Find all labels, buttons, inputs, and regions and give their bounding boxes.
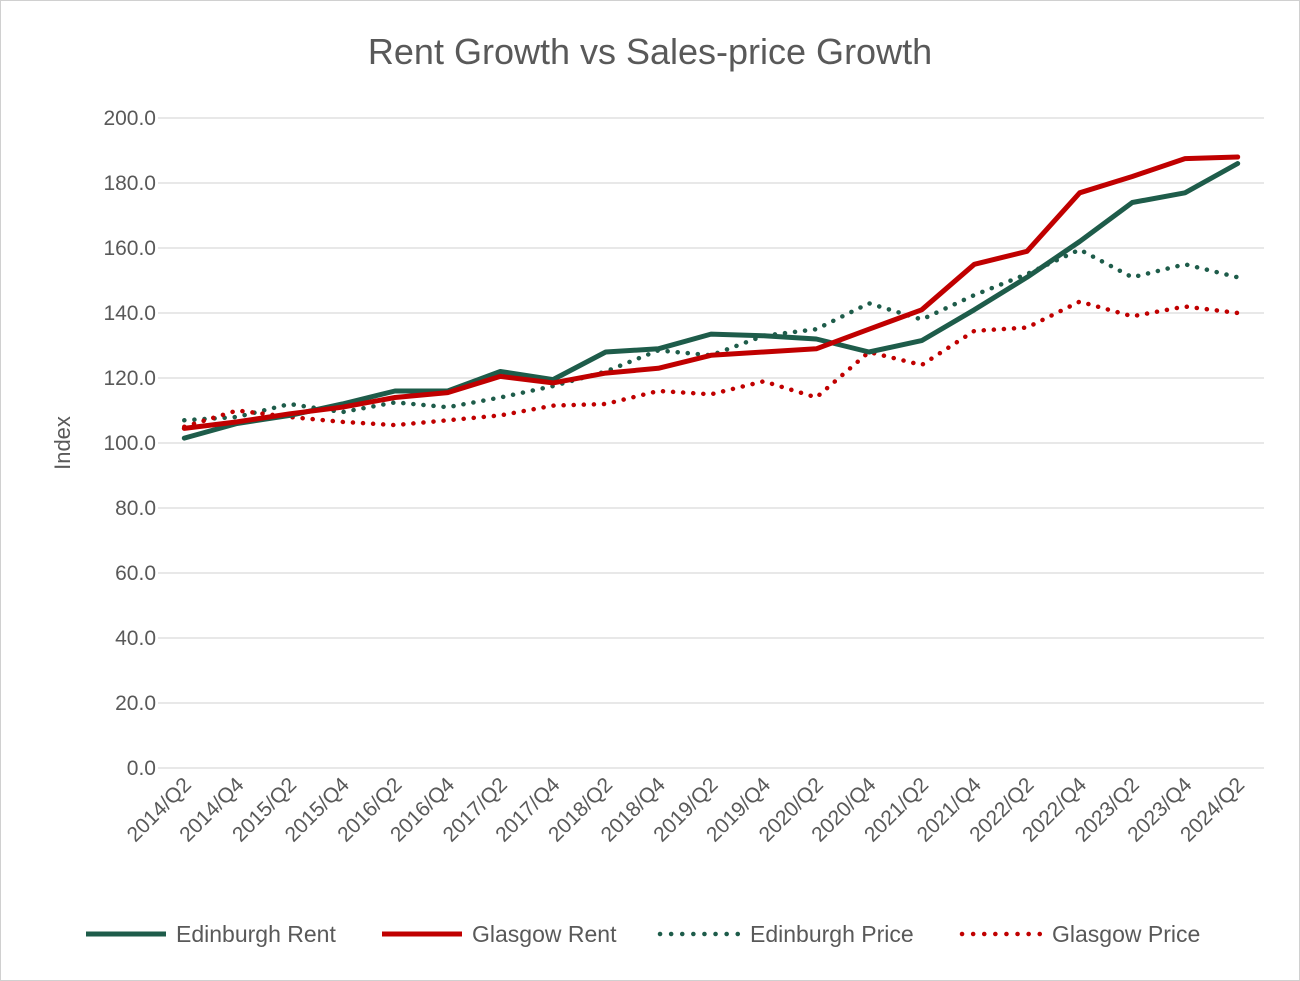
gridlines bbox=[158, 117, 1264, 769]
y-tick-label: 0.0 bbox=[127, 757, 156, 780]
chart-title: Rent Growth vs Sales-price Growth bbox=[368, 31, 932, 72]
y-axis-ticks: 0.0 20.0 40.0 60.0 80.0 100.0 120.0 140.0 160.0 1… bbox=[103, 107, 156, 780]
legend-label: Glasgow Rent bbox=[472, 921, 617, 947]
legend-label: Edinburgh Price bbox=[750, 921, 914, 947]
y-tick-label: 80.0 bbox=[115, 497, 156, 520]
y-tick-label: 60.0 bbox=[115, 562, 156, 585]
legend-label: Edinburgh Rent bbox=[176, 921, 336, 947]
y-tick-label: 140.0 bbox=[103, 302, 156, 325]
series-lines bbox=[181, 154, 1241, 441]
series-line-glasgow-rent bbox=[181, 154, 1241, 431]
y-tick-label: 40.0 bbox=[115, 627, 156, 650]
legend-label: Glasgow Price bbox=[1052, 921, 1200, 947]
series-line-edinburgh-rent bbox=[181, 161, 1241, 441]
y-tick-label: 200.0 bbox=[103, 107, 156, 130]
y-tick-label: 120.0 bbox=[103, 367, 156, 390]
x-axis-ticks: 2014/Q22014/Q42015/Q22015/Q42016/Q22016/… bbox=[123, 773, 1250, 846]
y-tick-label: 160.0 bbox=[103, 237, 156, 260]
y-tick-label: 180.0 bbox=[103, 172, 156, 195]
y-tick-label: 20.0 bbox=[115, 692, 156, 715]
legend: Edinburgh Rent Glasgow Rent Edinburgh Pric… bbox=[86, 921, 1200, 947]
y-axis-title: Index bbox=[50, 416, 75, 470]
y-tick-label: 100.0 bbox=[103, 432, 156, 455]
series-line-glasgow-price bbox=[182, 299, 1240, 430]
